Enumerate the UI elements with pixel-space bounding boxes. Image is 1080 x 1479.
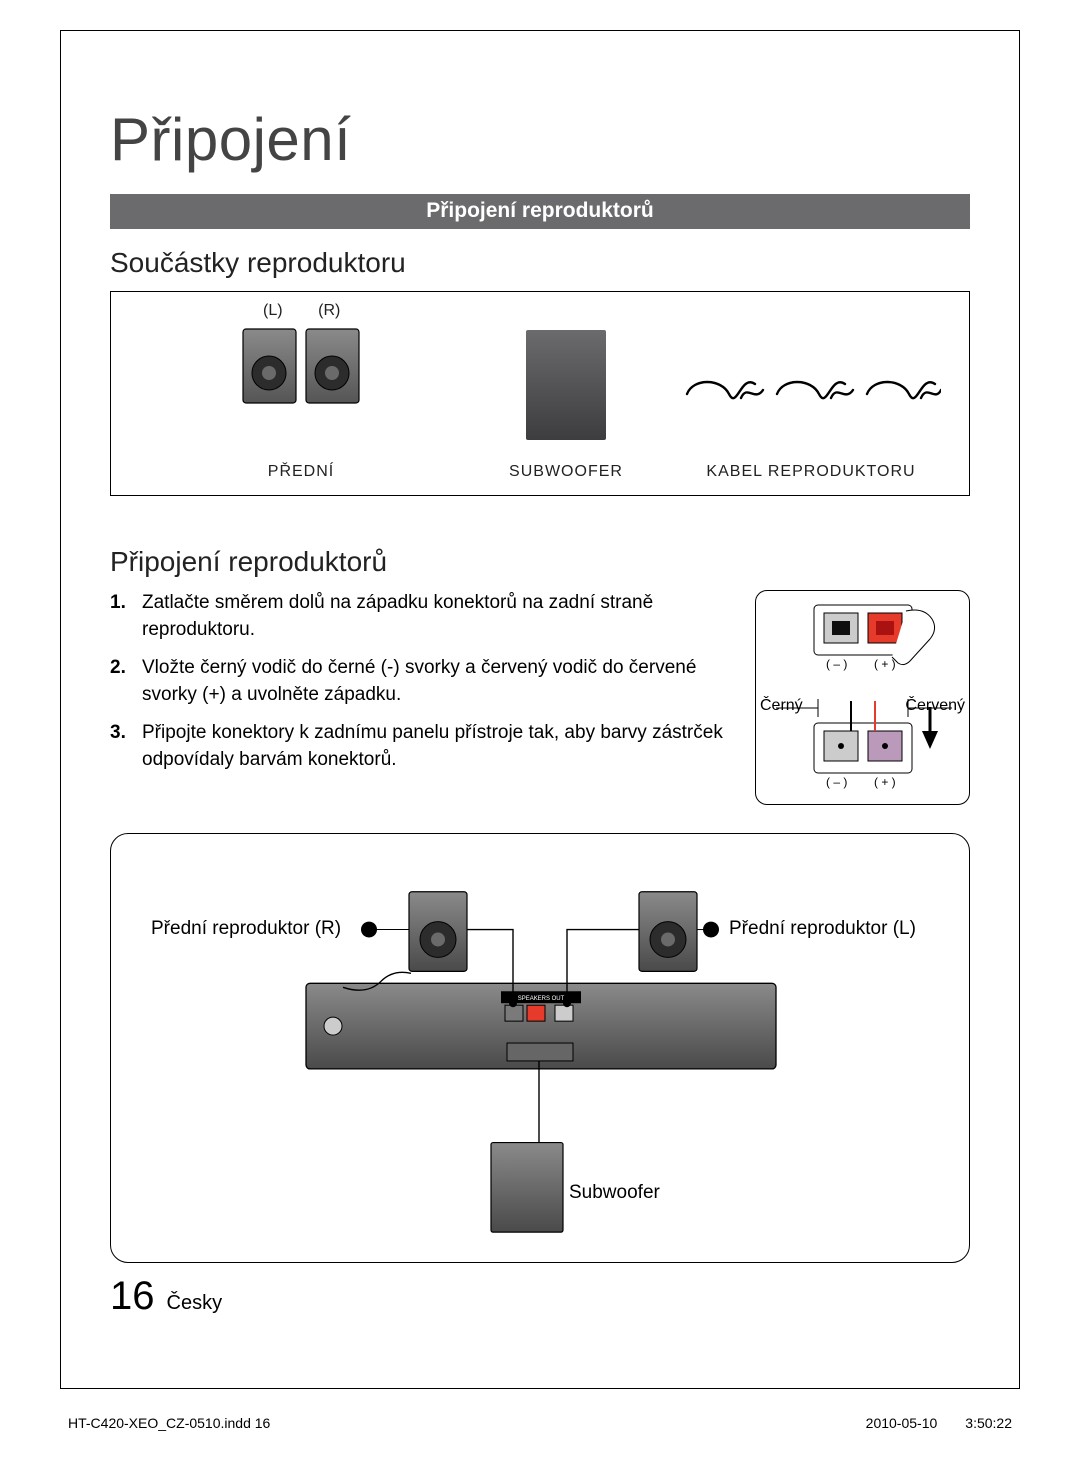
label-front-r: Přední reproduktor (R) bbox=[151, 918, 341, 940]
label-red: Červený bbox=[905, 697, 965, 715]
label-l: (L) bbox=[247, 302, 299, 320]
page-footer-number: 16 Česky bbox=[110, 1274, 222, 1319]
footer-time: 3:50:22 bbox=[965, 1415, 1012, 1431]
terminal-diagram: ( – ) ( + ) ( – ) ( + ) Černý Červený bbox=[755, 590, 970, 805]
instructions-row: Zatlačte směrem dolů na západku konektor… bbox=[110, 590, 970, 805]
label-r: (R) bbox=[303, 302, 355, 320]
subwoofer-icon bbox=[526, 330, 606, 440]
components-box: (L) (R) bbox=[110, 291, 970, 496]
step-2: Vložte černý vodič do černé (-) svorky a… bbox=[110, 655, 735, 708]
footer-timestamp: 2010-05-10 3:50:22 bbox=[866, 1415, 1012, 1431]
footer-file-info: HT-C420-XEO_CZ-0510.indd 16 bbox=[68, 1415, 270, 1431]
front-speaker-r-icon bbox=[305, 328, 360, 404]
wiring-diagram-svg: SPEAKERS OUT bbox=[111, 834, 969, 1262]
component-front-speakers: (L) (R) bbox=[171, 302, 431, 487]
label-black: Černý bbox=[760, 697, 803, 715]
page-content: Připojení Připojení reproduktorů Součást… bbox=[110, 105, 970, 1329]
heading-connect: Připojení reproduktorů bbox=[110, 546, 970, 578]
terminal-plus-bot: ( + ) bbox=[874, 775, 896, 789]
component-label-subwoofer: SUBWOOFER bbox=[476, 463, 656, 481]
svg-text:SPEAKERS OUT: SPEAKERS OUT bbox=[518, 996, 565, 1002]
component-label-front: PŘEDNÍ bbox=[171, 463, 431, 481]
terminal-plus-top: ( + ) bbox=[874, 657, 896, 671]
lr-labels: (L) (R) bbox=[171, 302, 431, 320]
heading-components: Součástky reproduktoru bbox=[110, 247, 970, 279]
component-label-cable: KABEL REPRODUKTORU bbox=[681, 463, 941, 481]
speaker-cable-icon bbox=[681, 354, 941, 414]
step-1: Zatlačte směrem dolů na západku konektor… bbox=[110, 590, 735, 643]
steps-list: Zatlačte směrem dolů na západku konektor… bbox=[110, 590, 735, 805]
component-subwoofer: SUBWOOFER bbox=[476, 302, 656, 487]
footer-date: 2010-05-10 bbox=[866, 1415, 938, 1431]
component-cable: KABEL REPRODUKTORU bbox=[681, 302, 941, 487]
page-language: Česky bbox=[167, 1292, 223, 1315]
wiring-diagram: SPEAKERS OUT bbox=[110, 833, 970, 1263]
page-title: Připojení bbox=[110, 105, 970, 174]
label-front-l: Přední reproduktor (L) bbox=[729, 918, 916, 940]
terminal-minus-top: ( – ) bbox=[826, 657, 847, 671]
step-3: Připojte konektory k zadnímu panelu přís… bbox=[110, 720, 735, 773]
terminal-minus-bot: ( – ) bbox=[826, 775, 847, 789]
section-heading-band: Připojení reproduktorů bbox=[110, 194, 970, 229]
page-number: 16 bbox=[110, 1274, 155, 1319]
label-subwoofer: Subwoofer bbox=[569, 1182, 660, 1204]
front-speaker-l-icon bbox=[242, 328, 297, 404]
